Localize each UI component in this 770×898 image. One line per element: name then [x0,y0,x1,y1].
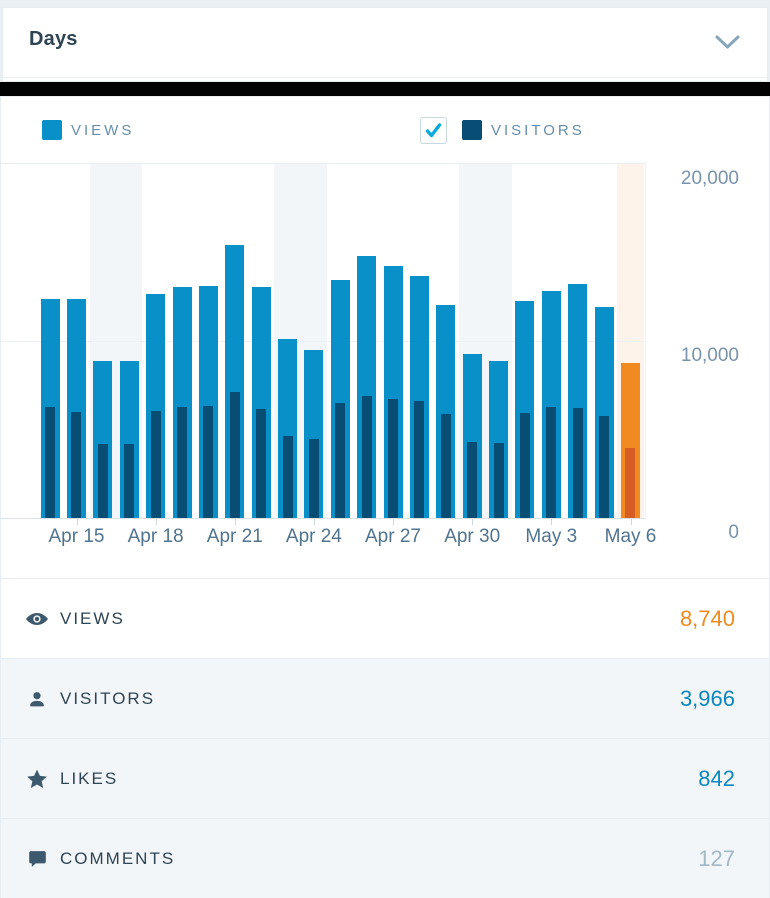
x-tick [313,519,315,525]
visitors-bar[interactable] [519,412,530,518]
stats-module: VIEWS VISITORS Apr 15 Apr 18 Apr 21 Apr 24 A… [0,97,770,898]
chevron-down-icon [714,34,741,56]
plot-area [1,163,646,519]
visitors-bar[interactable] [493,442,504,518]
visitors-bar[interactable] [282,435,293,518]
summary-row-comments[interactable]: COMMENTS 127 [1,818,769,898]
x-tick [155,519,157,525]
summary-value: 842 [698,765,735,791]
summary-label: VISITORS [60,688,156,708]
chart-legend: VIEWS VISITORS [1,97,769,163]
x-tick [472,519,474,525]
x-tick-label: Apr 24 [285,526,342,547]
legend-item-visitors[interactable]: VISITORS [420,97,585,163]
visitors-bar[interactable] [229,392,240,518]
summary-label: LIKES [60,768,119,788]
x-tick-label: Apr 21 [206,526,263,547]
visitors-bar[interactable] [308,439,319,518]
visitors-bar[interactable] [335,403,346,518]
summary-row-likes[interactable]: LIKES 842 [1,738,769,818]
bar-chart: Apr 15 Apr 18 Apr 21 Apr 24 Apr 27 Apr 30 May … [1,163,769,578]
eye-icon [25,607,49,631]
visitors-swatch [462,120,482,140]
comment-icon [25,847,49,871]
y-tick-label: 10,000 [680,345,739,366]
x-tick [630,519,632,525]
y-tick-label: 0 [728,522,739,543]
summary-label: COMMENTS [60,848,176,868]
visitors-bar[interactable] [388,399,399,518]
visitors-bar[interactable] [45,407,56,518]
visitors-legend-label: VISITORS [491,121,585,139]
visitors-bar[interactable] [177,406,187,518]
summary-value: 8,740 [679,605,735,631]
x-tick-label: Apr 30 [444,526,501,547]
user-icon [25,687,49,711]
views-legend-label: VIEWS [71,121,135,139]
checkmark-icon [425,122,442,137]
summary-row-views[interactable]: VIEWS 8,740 [1,578,769,658]
x-tick-label: Apr 15 [48,526,105,547]
legend-item-views: VIEWS [42,97,134,163]
summary-row-visitors[interactable]: VISITORS 3,966 [1,658,769,738]
visitors-bar[interactable] [440,414,451,518]
visitors-bar[interactable] [414,400,425,518]
views-swatch [42,120,62,140]
visitors-bar[interactable] [361,395,372,518]
x-tick-label: Apr 27 [365,526,421,547]
x-tick-label: May 3 [525,526,578,547]
visitors-bar[interactable] [572,408,583,518]
period-dropdown-label: Days [29,28,78,50]
x-tick [76,519,78,525]
visitors-bar[interactable] [203,405,214,518]
visitors-bar[interactable] [124,444,135,518]
visitors-bar[interactable] [97,444,108,518]
visitors-bar[interactable] [625,447,636,518]
visitors-bar[interactable] [546,406,557,518]
visitors-checkbox[interactable] [420,116,447,144]
visitors-bar[interactable] [256,409,267,518]
visitors-bar[interactable] [71,412,82,518]
summary-label: VIEWS [60,608,125,628]
star-icon [25,767,49,791]
gridline-10000 [1,341,645,342]
summary-tabs: VIEWS 8,740 VISITORS 3,966 LIKES 842 [1,578,769,898]
x-tick-label: Apr 18 [127,526,184,547]
x-tick [393,519,394,525]
section-divider-bar [0,82,770,96]
visitors-bar[interactable] [467,442,478,518]
x-tick-label: May 6 [604,526,657,547]
period-dropdown[interactable]: Days [2,7,768,82]
x-tick [234,519,236,525]
visitors-bar[interactable] [150,410,161,518]
visitors-bar[interactable] [599,416,610,518]
summary-value: 127 [698,845,735,871]
y-tick-label: 20,000 [680,168,739,189]
x-tick [551,519,553,525]
summary-value: 3,966 [679,685,735,711]
